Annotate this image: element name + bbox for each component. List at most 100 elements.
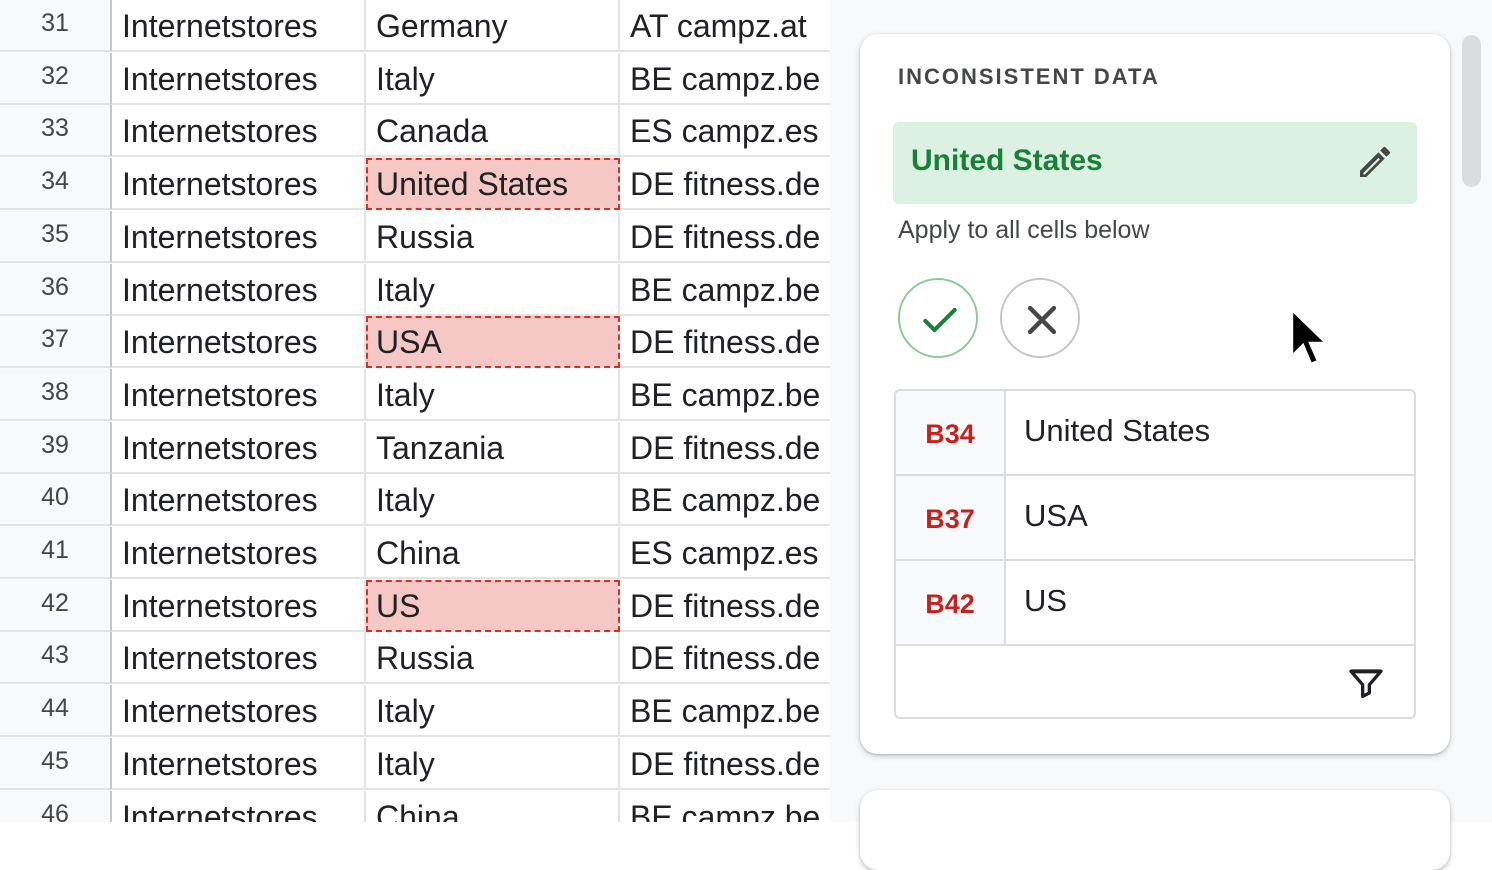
site-cell[interactable]: DE fitness.de bbox=[620, 580, 830, 632]
country-cell[interactable]: US bbox=[366, 580, 620, 632]
row-number[interactable]: 36 bbox=[0, 264, 112, 316]
country-cell[interactable]: Italy bbox=[366, 474, 620, 526]
list-item[interactable]: B34 United States bbox=[896, 391, 1414, 476]
row-number[interactable]: 43 bbox=[0, 632, 112, 684]
cell-ref: B34 bbox=[896, 391, 1006, 474]
store-cell[interactable]: Internetstores bbox=[112, 738, 366, 790]
site-cell[interactable]: DE fitness.de bbox=[620, 211, 830, 263]
store-cell[interactable]: Internetstores bbox=[112, 158, 366, 210]
row-number[interactable]: 41 bbox=[0, 527, 112, 579]
store-cell[interactable]: Internetstores bbox=[112, 105, 366, 157]
country-cell[interactable]: United States bbox=[366, 158, 620, 210]
row-number[interactable]: 31 bbox=[0, 0, 112, 52]
table-row: 40 Internetstores Italy BE campz.be bbox=[0, 474, 830, 527]
row-number[interactable]: 33 bbox=[0, 105, 112, 157]
row-number[interactable]: 46 bbox=[0, 791, 112, 822]
cell-value: US bbox=[1024, 583, 1068, 618]
table-row: 45 Internetstores Italy DE fitness.de bbox=[0, 738, 830, 791]
row-number[interactable]: 39 bbox=[0, 422, 112, 474]
country-cell[interactable]: Germany bbox=[366, 0, 620, 52]
country-cell[interactable]: Italy bbox=[366, 53, 620, 105]
store-cell[interactable]: Internetstores bbox=[112, 791, 366, 822]
site-cell[interactable]: ES campz.es bbox=[620, 105, 830, 157]
cell-ref: B42 bbox=[896, 561, 1006, 644]
store-cell[interactable]: Internetstores bbox=[112, 369, 366, 421]
site-cell[interactable]: DE fitness.de bbox=[620, 158, 830, 210]
filter-icon[interactable] bbox=[1346, 663, 1386, 703]
row-number[interactable]: 38 bbox=[0, 369, 112, 421]
country-cell[interactable]: Tanzania bbox=[366, 422, 620, 474]
reject-button[interactable] bbox=[1000, 278, 1080, 358]
table-row: 44 Internetstores Italy BE campz.be bbox=[0, 685, 830, 738]
store-cell[interactable]: Internetstores bbox=[112, 316, 366, 368]
table-row: 34 Internetstores United States DE fitness.… bbox=[0, 158, 830, 211]
store-cell[interactable]: Internetstores bbox=[112, 474, 366, 526]
row-number[interactable]: 44 bbox=[0, 685, 112, 737]
card-title: INCONSISTENT DATA bbox=[898, 64, 1160, 89]
country-cell[interactable]: China bbox=[366, 527, 620, 579]
store-cell[interactable]: Internetstores bbox=[112, 422, 366, 474]
country-cell[interactable]: Canada bbox=[366, 105, 620, 157]
country-cell[interactable]: Italy bbox=[366, 369, 620, 421]
affected-cells-list: B34 United States B37 USA B42 US bbox=[894, 389, 1416, 719]
row-number[interactable]: 37 bbox=[0, 316, 112, 368]
store-cell[interactable]: Internetstores bbox=[112, 580, 366, 632]
store-cell[interactable]: Internetstores bbox=[112, 527, 366, 579]
country-cell[interactable]: Russia bbox=[366, 211, 620, 263]
site-cell[interactable]: BE campz.be bbox=[620, 791, 830, 822]
country-cell[interactable]: USA bbox=[366, 316, 620, 368]
site-cell[interactable]: BE campz.be bbox=[620, 53, 830, 105]
row-number[interactable]: 35 bbox=[0, 211, 112, 263]
site-cell[interactable]: ES campz.es bbox=[620, 527, 830, 579]
store-cell[interactable]: Internetstores bbox=[112, 264, 366, 316]
country-cell[interactable]: Russia bbox=[366, 632, 620, 684]
table-row: 43 Internetstores Russia DE fitness.de bbox=[0, 632, 830, 685]
store-cell[interactable]: Internetstores bbox=[112, 211, 366, 263]
row-number[interactable]: 40 bbox=[0, 474, 112, 526]
panel-scrollbar[interactable] bbox=[1462, 35, 1481, 187]
pencil-icon[interactable] bbox=[1355, 142, 1395, 182]
cell-ref: B37 bbox=[896, 476, 1006, 559]
table-row: 42 Internetstores US DE fitness.de bbox=[0, 580, 830, 633]
country-cell[interactable]: Italy bbox=[366, 685, 620, 737]
suggestion-box[interactable]: United States bbox=[893, 122, 1417, 204]
cell-value: USA bbox=[1024, 498, 1088, 533]
table-row: 37 Internetstores USA DE fitness.de bbox=[0, 316, 830, 369]
table-row: 39 Internetstores Tanzania DE fitness.de bbox=[0, 422, 830, 475]
mouse-cursor-icon bbox=[1290, 308, 1329, 366]
site-cell[interactable]: DE fitness.de bbox=[620, 632, 830, 684]
site-cell[interactable]: DE fitness.de bbox=[620, 738, 830, 790]
table-row: 36 Internetstores Italy BE campz.be bbox=[0, 264, 830, 317]
row-number[interactable]: 32 bbox=[0, 53, 112, 105]
table-row: 46 Internetstores China BE campz.be bbox=[0, 791, 830, 822]
suggestion-value: United States bbox=[911, 144, 1103, 177]
table-row: 33 Internetstores Canada ES campz.es bbox=[0, 105, 830, 158]
site-cell[interactable]: BE campz.be bbox=[620, 369, 830, 421]
store-cell[interactable]: Internetstores bbox=[112, 685, 366, 737]
next-card bbox=[860, 790, 1450, 870]
close-icon bbox=[1027, 305, 1057, 335]
store-cell[interactable]: Internetstores bbox=[112, 632, 366, 684]
site-cell[interactable]: BE campz.be bbox=[620, 685, 830, 737]
inconsistent-data-card: INCONSISTENT DATA United States Apply to… bbox=[860, 34, 1450, 754]
site-cell[interactable]: DE fitness.de bbox=[620, 316, 830, 368]
cell-value: United States bbox=[1024, 413, 1211, 448]
store-cell[interactable]: Internetstores bbox=[112, 53, 366, 105]
site-cell[interactable]: BE campz.be bbox=[620, 264, 830, 316]
table-row: 38 Internetstores Italy BE campz.be bbox=[0, 369, 830, 422]
table-row: 41 Internetstores China ES campz.es bbox=[0, 527, 830, 580]
row-number[interactable]: 45 bbox=[0, 738, 112, 790]
store-cell[interactable]: Internetstores bbox=[112, 0, 366, 52]
row-number[interactable]: 34 bbox=[0, 158, 112, 210]
site-cell[interactable]: AT campz.at bbox=[620, 0, 830, 52]
country-cell[interactable]: Italy bbox=[366, 264, 620, 316]
list-item[interactable]: B42 US bbox=[896, 561, 1414, 646]
site-cell[interactable]: BE campz.be bbox=[620, 474, 830, 526]
spreadsheet-grid: 31 Internetstores Germany AT campz.at 32 Inte… bbox=[0, 0, 830, 822]
country-cell[interactable]: China bbox=[366, 791, 620, 822]
list-item[interactable]: B37 USA bbox=[896, 476, 1414, 561]
row-number[interactable]: 42 bbox=[0, 580, 112, 632]
site-cell[interactable]: DE fitness.de bbox=[620, 422, 830, 474]
accept-button[interactable] bbox=[898, 278, 978, 358]
country-cell[interactable]: Italy bbox=[366, 738, 620, 790]
